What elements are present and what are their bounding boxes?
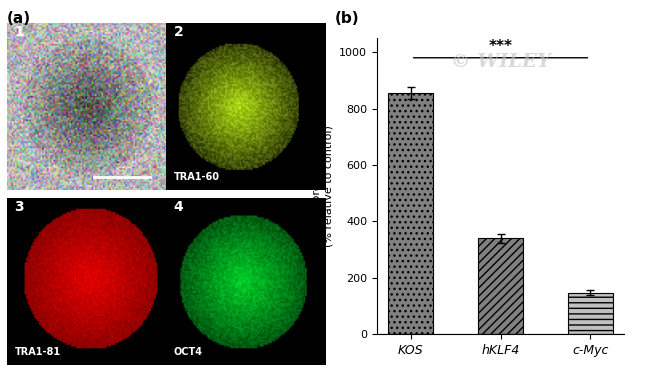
- Text: TRA1-81: TRA1-81: [14, 347, 60, 357]
- Bar: [568, 293, 613, 334]
- Text: 4: 4: [174, 200, 183, 214]
- Y-axis label: mRNA expression levels
(% relative to control): mRNA expression levels (% relative to co…: [312, 119, 333, 253]
- Text: 1: 1: [14, 25, 24, 39]
- Bar: [478, 238, 523, 334]
- Text: TRA1-60: TRA1-60: [174, 172, 220, 182]
- Text: © WILEY: © WILEY: [450, 53, 551, 71]
- Text: (b): (b): [335, 11, 359, 26]
- Text: (a): (a): [6, 11, 31, 26]
- Text: 3: 3: [14, 200, 24, 214]
- Text: ***: ***: [489, 38, 512, 54]
- Bar: [388, 93, 433, 334]
- Text: OCT4: OCT4: [174, 347, 203, 357]
- Text: 2: 2: [174, 25, 183, 39]
